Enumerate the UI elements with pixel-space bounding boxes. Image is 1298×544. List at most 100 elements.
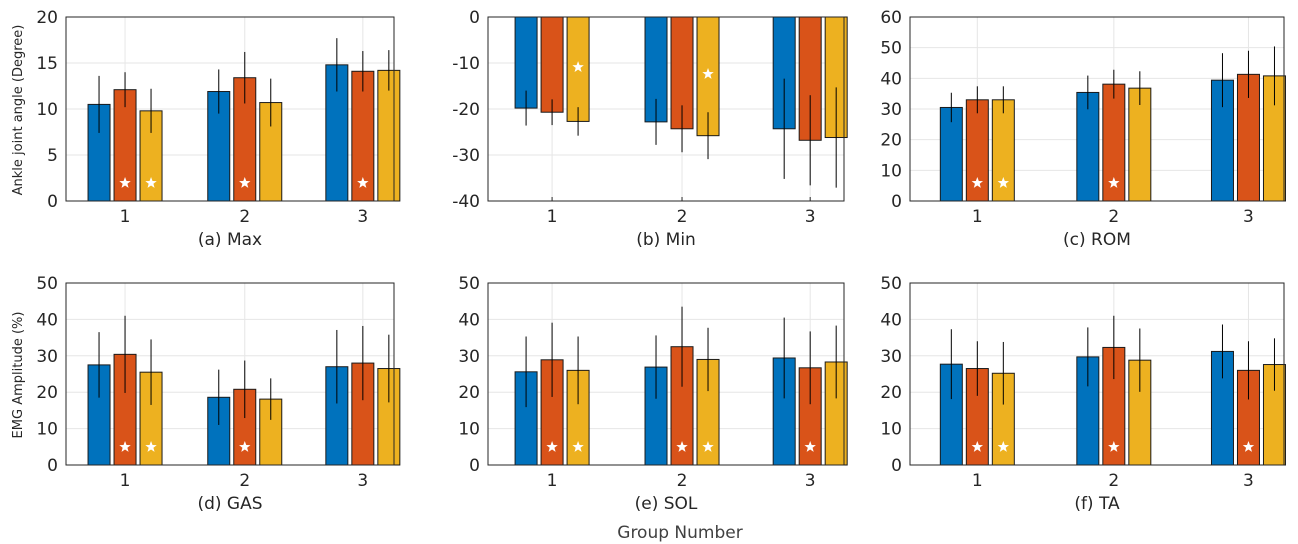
significance-star (572, 441, 584, 452)
chart-panel-1: 0 5 10 15 20 1 2 3 (a) Max (36, 8, 401, 250)
significance-star (997, 441, 1010, 452)
significance-star (804, 441, 816, 452)
x-tick-label: 1 (547, 471, 558, 491)
y-tick-label: 10 (880, 161, 902, 181)
x-tick-label: 1 (120, 471, 131, 491)
axes-frame (487, 16, 845, 202)
x-tick-label: 3 (1243, 207, 1254, 227)
x-tick-label: 3 (805, 207, 816, 227)
y-tick-label: 0 (469, 8, 480, 28)
significance-star (1108, 441, 1120, 452)
axes-frame (909, 282, 1285, 466)
bar (991, 99, 1015, 202)
chart-panel-5: 0 10 20 30 40 50 1 2 3 (e) SOL (458, 274, 848, 514)
axes-frame (65, 16, 395, 202)
y-tick-label: 15 (36, 54, 58, 74)
x-tick-label: 3 (805, 471, 816, 491)
axes-frame (487, 282, 845, 466)
chart-panel-2: -40 -30 -20 -10 0 1 2 3 (b) Min (452, 8, 848, 250)
y-tick-label: 30 (880, 100, 902, 120)
y-tick-label: 20 (880, 131, 902, 151)
x-tick-label: 2 (1108, 471, 1119, 491)
y-tick-label: 40 (36, 310, 58, 330)
significance-star (572, 61, 584, 72)
y-tick-label: 40 (458, 310, 480, 330)
significance-star (239, 177, 251, 188)
y-tick-label: 20 (458, 383, 480, 403)
significance-star (676, 441, 688, 452)
significance-star (239, 441, 251, 452)
y-tick-label: 20 (880, 383, 902, 403)
x-tick-label: 2 (1108, 207, 1119, 227)
significance-star (357, 177, 369, 188)
y-tick-label: 30 (880, 347, 902, 367)
y-tick-label: 0 (47, 456, 58, 476)
x-tick-label: 2 (677, 471, 688, 491)
significance-star (971, 177, 984, 188)
chart-subtitle: (c) ROM (1063, 230, 1131, 250)
chart-subtitle: (d) GAS (197, 494, 262, 514)
y-tick-label: 20 (36, 383, 58, 403)
x-tick-label: 2 (239, 207, 250, 227)
chart-panel-3: 0 10 20 30 40 50 60 1 2 3 (c) ROM (880, 8, 1286, 250)
y-tick-label: 0 (891, 192, 902, 212)
significance-star (119, 177, 131, 188)
y-tick-label: 50 (880, 274, 902, 294)
y-tick-label: 30 (36, 347, 58, 367)
chart-subtitle: (b) Min (636, 230, 696, 250)
y-tick-label: 50 (458, 274, 480, 294)
chart-panel-4: 0 10 20 30 40 50 1 2 3 (d) GAS (36, 274, 401, 514)
axes-frame (909, 16, 1285, 202)
y-label-top: Ankle joint angle (Degree) (11, 25, 26, 196)
y-tick-label: 50 (36, 274, 58, 294)
x-tick-label: 1 (120, 207, 131, 227)
y-tick-label: -10 (452, 54, 480, 74)
significance-star (145, 177, 157, 188)
bar (965, 99, 989, 202)
y-tick-label: 50 (880, 39, 902, 59)
significance-star (119, 441, 131, 452)
y-tick-label: -20 (452, 100, 480, 120)
significance-star (1242, 441, 1255, 452)
axes-frame (65, 282, 395, 466)
chart-subtitle: (a) Max (198, 230, 262, 250)
significance-star (702, 67, 714, 79)
x-tick-label: 3 (357, 471, 368, 491)
significance-star (702, 441, 714, 452)
x-label: Group Number (617, 523, 742, 543)
significance-star (546, 441, 558, 452)
y-tick-label: 20 (36, 8, 58, 28)
x-tick-label: 3 (357, 207, 368, 227)
y-tick-label: 0 (891, 456, 902, 476)
y-tick-label: 40 (880, 69, 902, 89)
x-tick-label: 1 (972, 471, 983, 491)
bar (1128, 87, 1152, 202)
chart-panel-6: 0 10 20 30 40 50 1 2 3 (f) TA (880, 274, 1286, 514)
y-tick-label: 10 (880, 420, 902, 440)
y-tick-label: 10 (36, 100, 58, 120)
x-tick-label: 1 (972, 207, 983, 227)
y-tick-label: 0 (47, 192, 58, 212)
y-tick-label: -40 (452, 192, 480, 212)
y-tick-label: 10 (458, 420, 480, 440)
y-tick-label: -30 (452, 146, 480, 166)
significance-star (1108, 177, 1120, 188)
significance-star (971, 441, 984, 452)
chart-subtitle: (e) SOL (635, 494, 698, 514)
y-tick-label: 0 (469, 456, 480, 476)
y-tick-label: 10 (36, 420, 58, 440)
chart-subtitle: (f) TA (1074, 494, 1120, 514)
x-tick-label: 3 (1243, 471, 1254, 491)
x-tick-label: 2 (239, 471, 250, 491)
y-tick-label: 60 (880, 8, 902, 28)
y-tick-label: 30 (458, 347, 480, 367)
bar (540, 16, 564, 113)
y-tick-label: 5 (47, 146, 58, 166)
significance-star (997, 177, 1010, 188)
significance-star (145, 441, 157, 452)
y-label-bottom: EMG Amplitude (%) (11, 312, 26, 439)
x-tick-label: 2 (677, 207, 688, 227)
x-tick-label: 1 (547, 207, 558, 227)
y-tick-label: 40 (880, 310, 902, 330)
